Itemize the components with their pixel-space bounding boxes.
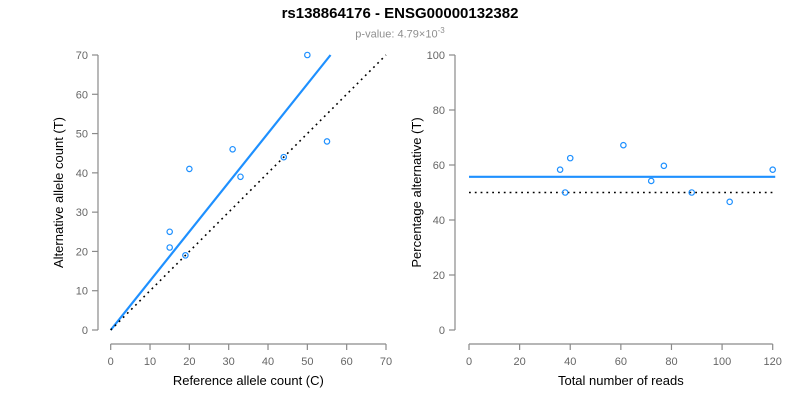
y-tick-label: 30 (76, 207, 88, 219)
x-tick-label: 0 (466, 356, 472, 368)
x-tick-label: 120 (764, 356, 782, 368)
data-point (620, 141, 627, 149)
data-point (182, 252, 189, 259)
data-point (237, 173, 244, 181)
y-axis-label: Percentage alternative (T) (409, 117, 424, 267)
x-tick-label: 0 (108, 356, 114, 368)
data-point (556, 166, 564, 173)
x-tick-label: 60 (341, 356, 353, 368)
data-point (166, 244, 173, 251)
y-tick-label: 100 (427, 50, 445, 62)
y-tick-label: 80 (433, 105, 445, 117)
y-tick-label: 10 (76, 286, 88, 298)
data-point (561, 189, 569, 196)
x-tick-label: 30 (223, 356, 235, 368)
fit-line (109, 54, 332, 331)
data-point (726, 198, 733, 206)
y-tick-label: 20 (76, 246, 88, 258)
data-point (280, 153, 288, 161)
x-axis-label: Reference allele count (C) (173, 373, 324, 388)
x-axis-label: Total number of reads (558, 373, 684, 388)
y-tick-label: 50 (76, 129, 88, 141)
pvalue-exponent: -3 (437, 26, 445, 35)
x-tick-label: 20 (513, 356, 525, 368)
y-tick-label: 20 (433, 270, 445, 282)
data-point (166, 228, 173, 236)
data-point (769, 166, 777, 173)
y-tick-label: 70 (76, 50, 88, 62)
figure-title: rs138864176 - ENSG00000132382 (281, 5, 519, 22)
y-tick-label: 0 (439, 325, 445, 337)
x-tick-label: 40 (262, 356, 274, 368)
x-tick-label: 100 (713, 356, 731, 368)
data-point (566, 154, 574, 162)
data-point (186, 165, 193, 173)
x-tick-label: 60 (615, 356, 627, 368)
figure-subtitle: p-value: 4.79×10-3 (0, 26, 800, 41)
y-tick-label: 60 (433, 160, 445, 172)
data-point (323, 138, 331, 145)
data-point (229, 145, 236, 153)
data-point (660, 162, 668, 170)
y-axis-label: Alternative allele count (T) (51, 117, 66, 268)
data-point (304, 51, 311, 59)
data-point (647, 177, 655, 185)
y-tick-label: 40 (76, 168, 88, 180)
data-point (688, 189, 696, 196)
y-tick-label: 40 (433, 215, 445, 227)
x-tick-label: 10 (144, 356, 156, 368)
percentage-plot: 0 20 40 60 80 100 120 0 20 40 60 80 100 Total number … (409, 50, 782, 388)
pvalue-text: p-value: 4.79×10 (355, 28, 438, 41)
x-tick-label: 40 (564, 356, 576, 368)
y-tick-label: 0 (82, 325, 88, 337)
x-tick-label: 70 (380, 356, 392, 368)
x-tick-label: 20 (183, 356, 195, 368)
identity-line (110, 54, 387, 331)
y-tick-label: 60 (76, 89, 88, 101)
x-tick-label: 50 (301, 356, 313, 368)
allele-count-plot: 0 10 20 30 40 50 60 70 0 10 20 30 40 50 60 70 Reference … (51, 50, 392, 388)
x-tick-label: 80 (665, 356, 677, 368)
